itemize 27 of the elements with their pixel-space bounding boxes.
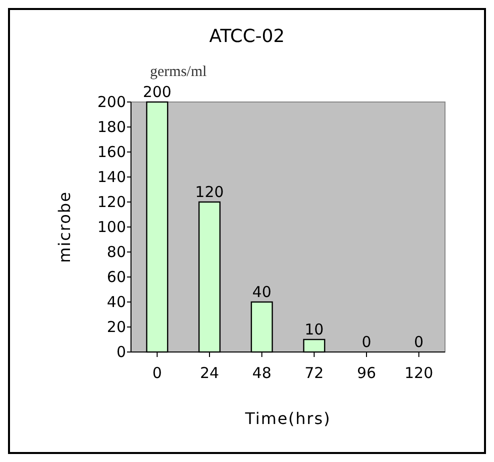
x-tick-label: 48 bbox=[252, 364, 272, 382]
y-tick-label: 0 bbox=[116, 343, 126, 361]
x-axis-title: Time(hrs) bbox=[244, 409, 331, 428]
data-label: 0 bbox=[362, 333, 372, 351]
y-tick-label: 140 bbox=[97, 168, 126, 186]
y-tick-label: 100 bbox=[97, 218, 126, 236]
x-tick-label: 120 bbox=[404, 364, 434, 382]
data-label: 120 bbox=[195, 183, 224, 201]
y-tick-label: 180 bbox=[97, 118, 126, 136]
data-label: 40 bbox=[252, 283, 272, 301]
x-tick-label: 96 bbox=[356, 364, 376, 382]
data-label: 0 bbox=[414, 333, 424, 351]
y-tick-label: 40 bbox=[106, 293, 126, 311]
chart-title: ATCC-02 bbox=[209, 26, 285, 47]
y-tick-label: 200 bbox=[97, 93, 126, 111]
y-tick-label: 80 bbox=[106, 243, 126, 261]
x-tick-label: 72 bbox=[304, 364, 324, 382]
y-tick-label: 20 bbox=[106, 318, 126, 336]
y-tick-label: 120 bbox=[97, 193, 126, 211]
y-axis-title: microbe bbox=[55, 191, 74, 263]
data-label: 10 bbox=[304, 320, 324, 338]
x-tick-label: 24 bbox=[200, 364, 220, 382]
y-tick-label: 160 bbox=[97, 143, 126, 161]
data-label: 200 bbox=[142, 83, 172, 101]
x-tick-label: 0 bbox=[152, 364, 162, 382]
chart-subtitle: germs/ml bbox=[150, 64, 207, 80]
y-tick-label: 60 bbox=[106, 268, 126, 286]
